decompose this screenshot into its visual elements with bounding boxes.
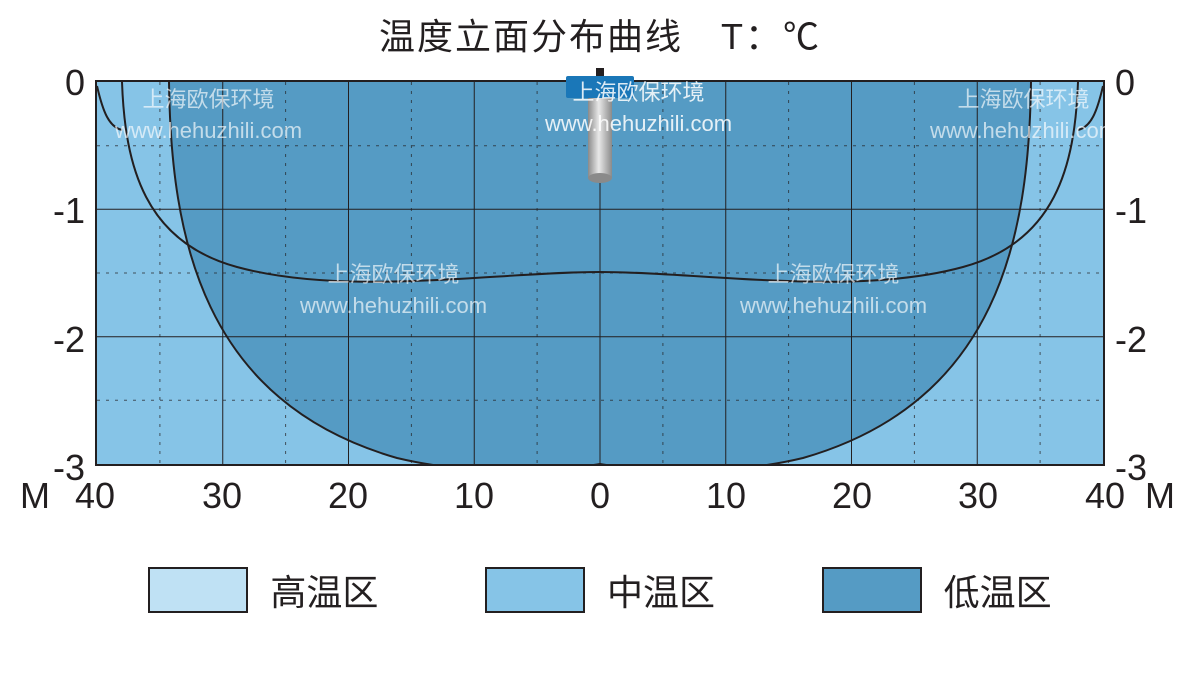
legend-item-mid: 中温区: [485, 564, 715, 616]
legend-label-mid: 中温区: [607, 564, 715, 616]
y-tick-1-right: -1: [1115, 190, 1185, 232]
y-tick-1-left: -1: [15, 190, 85, 232]
chart-title: 温度立面分布曲线 T：℃: [0, 8, 1200, 60]
legend-label-low: 低温区: [944, 564, 1052, 616]
swatch-low: [822, 567, 922, 613]
x-tick-6: 20: [822, 475, 882, 517]
swatch-high: [148, 567, 248, 613]
chart-figure: 温度立面分布曲线 T：℃ 0 -1 -2 -3 0 -1 -2 -3 M 40 …: [0, 0, 1200, 675]
legend-label-high: 高温区: [270, 564, 378, 616]
y-tick-2-left: -2: [15, 319, 85, 361]
x-tick-5: 10: [696, 475, 756, 517]
legend-item-low: 低温区: [822, 564, 1052, 616]
y-tick-0-left: 0: [15, 62, 85, 104]
x-unit-right: M: [1145, 475, 1175, 517]
y-tick-2-right: -2: [1115, 319, 1185, 361]
x-tick-8: 40: [1075, 475, 1135, 517]
x-tick-3: 10: [444, 475, 504, 517]
x-unit-left: M: [20, 475, 50, 517]
swatch-mid: [485, 567, 585, 613]
y-tick-0-right: 0: [1115, 62, 1185, 104]
aerator-device-icon: [566, 68, 634, 203]
x-tick-1: 30: [192, 475, 252, 517]
legend-item-high: 高温区: [148, 564, 378, 616]
x-tick-4: 0: [570, 475, 630, 517]
legend: 高温区 中温区 低温区: [95, 560, 1105, 620]
x-tick-7: 30: [948, 475, 1008, 517]
x-tick-0: 40: [65, 475, 125, 517]
x-tick-2: 20: [318, 475, 378, 517]
